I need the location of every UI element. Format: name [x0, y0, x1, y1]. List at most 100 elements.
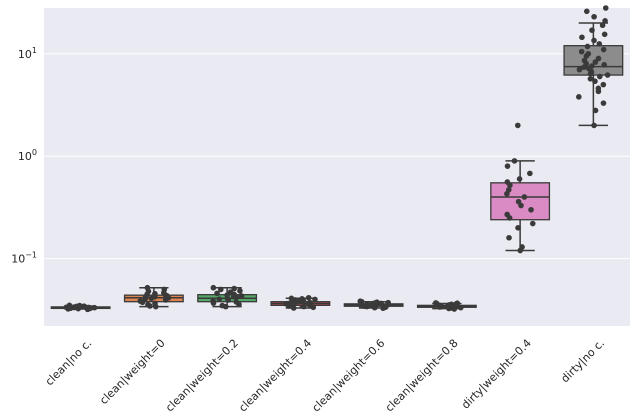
data-point [288, 295, 295, 302]
data-point [515, 225, 521, 231]
data-point [527, 170, 533, 177]
data-point [161, 286, 168, 293]
data-point [596, 41, 603, 47]
box-group [416, 300, 477, 312]
data-point [374, 299, 380, 305]
data-point [602, 17, 608, 24]
data-point [76, 302, 83, 309]
data-point [307, 299, 313, 306]
grid-lines [44, 53, 630, 260]
data-point [145, 301, 151, 308]
data-point [511, 158, 518, 164]
data-point [152, 290, 158, 297]
data-point [299, 296, 305, 302]
x-tick-label: clean|weight=0.4 [236, 337, 314, 415]
data-point [585, 50, 592, 57]
box-group [563, 5, 624, 129]
data-point [385, 299, 391, 306]
data-point [137, 298, 144, 304]
data-point [231, 285, 237, 292]
box-group [490, 122, 551, 254]
data-point [81, 303, 87, 309]
box-group [270, 294, 331, 311]
data-point [66, 302, 73, 309]
data-point [579, 34, 585, 41]
data-point [515, 198, 522, 205]
data-point [457, 304, 464, 311]
data-point [454, 300, 461, 307]
data-point [378, 300, 384, 307]
data-point [589, 27, 595, 33]
data-point [305, 294, 312, 301]
x-tick-label: dirty|weight=0.4 [459, 337, 534, 412]
data-point [521, 194, 528, 200]
data-point [152, 300, 158, 307]
data-point [602, 5, 609, 11]
x-tick-label: clean|weight=0.6 [310, 337, 388, 415]
x-axis: clean|no c. clean|weight=0clean|weight=0.… [43, 337, 607, 415]
data-point [601, 62, 608, 68]
y-axis: 10−1 100 101 [11, 46, 37, 266]
box-group [123, 284, 184, 310]
x-tick-label: clean|weight=0.2 [163, 337, 241, 415]
plot-area [44, 8, 630, 326]
data-point [91, 304, 98, 311]
data-point [583, 8, 590, 15]
y-tick-label: 101 [18, 46, 37, 61]
data-point [592, 78, 598, 85]
data-point [591, 122, 597, 129]
data-point [448, 301, 455, 308]
data-point [591, 37, 597, 44]
data-point [591, 13, 597, 20]
data-point [587, 76, 594, 82]
data-point [578, 48, 585, 55]
data-point [519, 244, 525, 250]
x-tick-label: dirty|no c. [558, 337, 607, 386]
data-point [592, 107, 599, 114]
data-point [505, 187, 512, 193]
data-point [364, 301, 371, 308]
data-point [506, 234, 512, 241]
data-point [516, 176, 523, 182]
data-point [227, 289, 234, 296]
data-point [528, 206, 534, 213]
boxes-layer [50, 5, 624, 313]
data-point [595, 85, 602, 92]
data-point [600, 46, 607, 53]
box-group [197, 284, 258, 310]
data-point [576, 66, 583, 73]
data-point [589, 63, 595, 69]
data-point [216, 296, 223, 302]
data-point [210, 298, 216, 304]
data-point [504, 211, 510, 218]
data-point [584, 43, 591, 50]
data-point [214, 290, 220, 297]
y-tick-label: 10−1 [11, 251, 37, 266]
data-point [219, 302, 226, 309]
data-point [600, 81, 607, 88]
data-point [238, 293, 245, 299]
box-group [343, 298, 404, 312]
data-point [576, 94, 582, 100]
data-point [601, 31, 608, 38]
x-tick-label: clean|weight=0.8 [383, 337, 461, 415]
data-point [592, 59, 599, 65]
x-tick-label: clean|weight=0 [97, 337, 167, 407]
y-tick-label: 100 [18, 148, 37, 163]
box-group [50, 302, 111, 313]
data-point [599, 22, 606, 29]
data-point [210, 284, 217, 291]
data-point [357, 298, 364, 305]
data-point [504, 163, 511, 169]
data-point [432, 300, 439, 306]
x-tick-label: clean|no c. [43, 337, 95, 389]
data-point [504, 179, 511, 185]
data-point [595, 55, 602, 62]
data-point [217, 286, 224, 293]
data-point [529, 220, 536, 227]
data-point [301, 303, 307, 310]
data-point [233, 299, 240, 305]
data-point [237, 288, 243, 294]
data-point [312, 296, 318, 303]
data-point [144, 284, 151, 291]
